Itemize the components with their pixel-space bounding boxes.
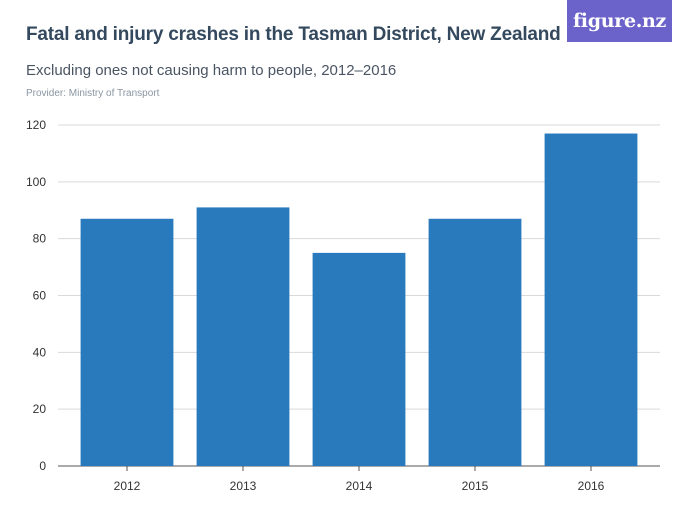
- chart-title: Fatal and injury crashes in the Tasman D…: [26, 24, 561, 45]
- bar-2014[interactable]: [312, 252, 406, 466]
- bar-2016[interactable]: [544, 133, 638, 466]
- y-tick-label: 0: [39, 459, 46, 473]
- bar-2013[interactable]: [196, 207, 290, 467]
- x-tick-label: 2012: [114, 479, 141, 493]
- chart-subtitle: Excluding ones not causing harm to peopl…: [26, 62, 397, 79]
- y-tick-label: 80: [33, 232, 47, 246]
- bars: [80, 133, 638, 467]
- bar-2012[interactable]: [80, 218, 174, 466]
- y-axis-ticks: 0 20 40 60 80 100 120: [26, 118, 46, 473]
- figure-nz-logo[interactable]: figure.nz: [567, 0, 672, 42]
- y-tick-label: 100: [26, 175, 46, 189]
- provider-note: Provider: Ministry of Transport: [26, 88, 160, 99]
- y-tick-label: 40: [33, 345, 47, 359]
- y-tick-label: 60: [33, 289, 47, 303]
- bar-2015[interactable]: [428, 218, 522, 466]
- x-tick-label: 2013: [230, 479, 257, 493]
- y-tick-label: 20: [33, 402, 47, 416]
- x-tick-label: 2014: [346, 479, 373, 493]
- x-tick-label: 2015: [462, 479, 489, 493]
- y-tick-label: 120: [26, 118, 46, 132]
- x-axis-ticks: 2012 2013 2014 2015 2016: [114, 466, 605, 493]
- x-tick-label: 2016: [578, 479, 605, 493]
